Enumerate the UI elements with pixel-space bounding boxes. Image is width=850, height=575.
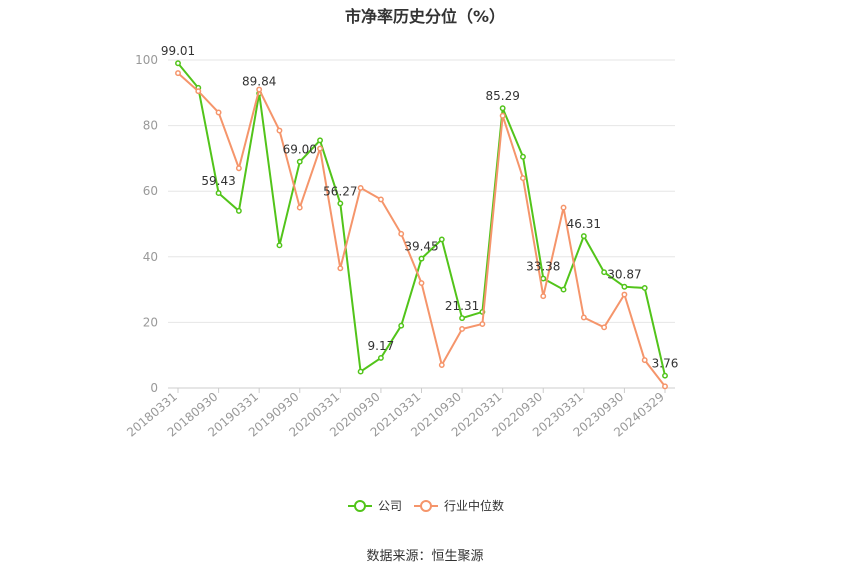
data-point-series-2 [540,293,547,300]
data-point-series-1 [601,269,608,276]
data-label: 3.76 [652,357,679,371]
series-lines [175,60,668,390]
data-point-series-1 [215,190,222,197]
data-point-series-2 [276,127,283,134]
data-point-series-1 [296,158,303,165]
legend-label: 行业中位数 [444,498,504,513]
y-tick-label: 40 [143,250,158,264]
data-point-series-1 [377,354,384,361]
data-point-series-2 [580,314,587,321]
data-point-series-2 [175,70,181,77]
y-tick-label: 0 [150,381,158,395]
legend-swatch-marker [354,500,366,512]
data-point-series-2 [499,112,506,119]
data-point-series-2 [662,383,668,390]
legend-item-1[interactable]: 公司 [348,499,402,513]
legend-item-2[interactable]: 行业中位数 [414,498,504,513]
y-tick-label: 60 [143,184,158,198]
y-tick-label: 100 [135,53,158,67]
data-point-series-2 [560,204,567,211]
data-point-series-2 [215,109,222,116]
data-point-series-2 [621,291,628,298]
data-point-series-1 [621,283,628,290]
data-point-series-1 [520,153,526,160]
data-point-series-2 [357,184,364,191]
data-point-series-1 [540,275,547,282]
data-label: 89.84 [242,74,276,88]
data-point-series-2 [418,280,425,286]
data-point-series-1 [398,322,405,329]
data-point-series-1 [357,368,364,375]
data-point-series-2 [641,357,648,364]
legend-label: 公司 [378,499,402,513]
data-point-series-1 [560,286,567,293]
data-label: 9.17 [368,339,395,353]
data-point-series-1 [438,236,445,243]
data-label: 46.31 [567,217,601,231]
data-source-note: 数据来源：恒生聚源 [366,549,484,564]
chart-title: 市净率历史分位（%） [344,7,506,26]
axes: 0204060801002018033120180930201903312019… [124,53,675,440]
data-point-series-1 [662,372,668,379]
data-point-series-1 [276,242,283,249]
data-point-series-2 [377,196,384,203]
data-point-series-2 [317,145,323,152]
y-tick-label: 80 [143,119,158,133]
data-label: 21.31 [445,299,479,313]
data-point-series-1 [418,255,425,262]
data-label: 39.45 [404,240,438,254]
data-point-series-1 [235,207,242,214]
data-point-series-2 [195,88,202,95]
data-point-series-1 [459,315,466,322]
data-point-series-2 [235,165,242,172]
data-label: 85.29 [485,89,519,103]
data-point-series-2 [438,362,445,368]
data-labels: 99.01 59.43 89.84 69.00 56.27 9.17 39.45 21.31 8… [161,44,679,370]
y-tick-label: 20 [143,315,158,329]
data-point-series-1 [641,285,648,291]
data-point-series-1 [499,105,506,112]
data-label: 30.87 [607,268,641,282]
data-label: 99.01 [161,44,195,58]
data-point-series-2 [601,324,608,331]
data-label: 56.27 [323,184,357,198]
data-label: 59.43 [201,174,235,188]
legend-swatch-marker [420,500,432,512]
data-point-series-2 [479,321,486,327]
data-point-series-2 [398,230,405,237]
data-point-series-1 [580,233,587,240]
data-point-series-2 [459,326,466,332]
legend[interactable]: 公司 行业中位数 [348,498,504,513]
data-label: 33.38 [526,260,560,274]
data-point-series-2 [520,175,526,182]
data-point-series-2 [256,86,263,93]
data-point-series-2 [296,204,303,211]
data-point-series-1 [317,137,323,144]
data-point-series-2 [337,265,344,272]
data-point-series-1 [337,200,344,207]
data-label: 69.00 [283,143,317,157]
data-point-series-1 [175,60,181,67]
